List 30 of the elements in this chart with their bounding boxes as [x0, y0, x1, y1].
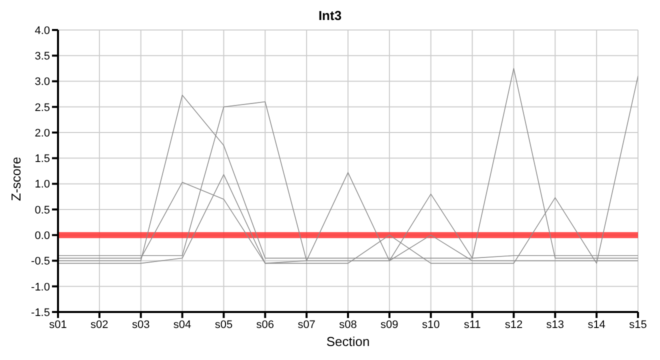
x-tick-label: s03: [132, 318, 150, 331]
x-tick-label: s11: [464, 318, 481, 331]
x-axis-title: Section: [326, 334, 370, 349]
y-tick-label: 1.0: [34, 178, 50, 191]
x-tick-label: s14: [588, 318, 606, 331]
chart-title: Int3: [317, 8, 343, 25]
x-tick-label: s05: [214, 318, 233, 331]
y-tick-label: 3.0: [34, 76, 50, 88]
x-tick-label: s01: [49, 318, 67, 331]
x-tick-label: s02: [90, 318, 108, 331]
x-tick-label: s07: [298, 318, 316, 331]
x-tick-label: s08: [339, 318, 357, 331]
y-tick-label: -0.5: [31, 256, 50, 268]
y-tick-label: -1.0: [31, 281, 50, 294]
x-tick-label: s15: [629, 318, 647, 331]
x-tick-label: s13: [546, 318, 564, 331]
y-tick-label: 3.5: [34, 50, 50, 63]
y-axis-title: Z-score: [8, 156, 24, 201]
y-tick-label: 2.5: [34, 102, 50, 114]
x-tick-label: s12: [504, 318, 523, 331]
y-tick-label: 4.0: [34, 24, 50, 37]
y-tick-label: 0.0: [34, 230, 50, 242]
x-tick-label: s10: [422, 318, 440, 331]
x-tick-label: s04: [173, 318, 192, 331]
y-tick-label: 2.0: [34, 127, 50, 140]
x-tick-label: s06: [256, 318, 274, 331]
y-tick-label: -1.5: [31, 306, 50, 319]
x-tick-label: s09: [380, 318, 398, 331]
y-tick-label: 0.5: [34, 204, 50, 216]
y-tick-label: 1.5: [34, 153, 50, 166]
